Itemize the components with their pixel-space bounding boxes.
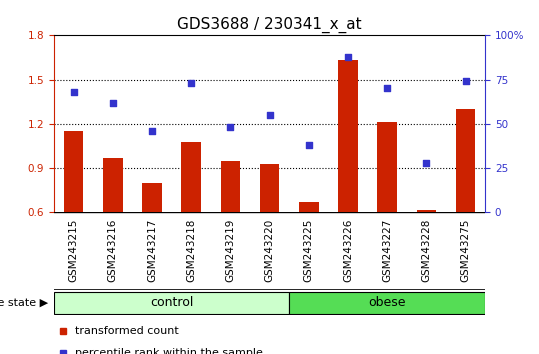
Point xyxy=(108,100,117,105)
Text: GSM243228: GSM243228 xyxy=(421,219,431,282)
Bar xyxy=(103,158,122,212)
Text: GSM243226: GSM243226 xyxy=(343,219,353,282)
Text: percentile rank within the sample: percentile rank within the sample xyxy=(75,348,264,354)
Point xyxy=(305,142,313,148)
Bar xyxy=(299,202,319,212)
Point xyxy=(265,112,274,118)
Text: GSM243218: GSM243218 xyxy=(186,219,196,282)
Text: control: control xyxy=(150,296,193,309)
Bar xyxy=(181,142,201,212)
Point xyxy=(69,89,78,95)
Text: GSM243217: GSM243217 xyxy=(147,219,157,282)
Text: transformed count: transformed count xyxy=(75,326,179,337)
Point xyxy=(383,86,391,91)
Text: GSM243215: GSM243215 xyxy=(68,219,79,282)
Bar xyxy=(417,210,436,212)
Point xyxy=(187,80,196,86)
Bar xyxy=(289,292,485,314)
Bar xyxy=(64,131,84,212)
Bar xyxy=(260,164,279,212)
Text: disease state ▶: disease state ▶ xyxy=(0,298,49,308)
Point xyxy=(148,128,156,134)
Point xyxy=(226,125,234,130)
Title: GDS3688 / 230341_x_at: GDS3688 / 230341_x_at xyxy=(177,16,362,33)
Bar xyxy=(455,109,475,212)
Text: GSM243225: GSM243225 xyxy=(303,219,314,282)
Text: GSM243220: GSM243220 xyxy=(265,219,274,282)
Bar xyxy=(54,292,289,314)
Bar xyxy=(220,161,240,212)
Text: GSM243275: GSM243275 xyxy=(460,219,471,282)
Text: GSM243216: GSM243216 xyxy=(108,219,118,282)
Text: obese: obese xyxy=(368,296,406,309)
Point xyxy=(422,160,431,166)
Bar xyxy=(142,183,162,212)
Text: GSM243219: GSM243219 xyxy=(225,219,236,282)
Point xyxy=(343,54,352,59)
Point xyxy=(461,79,470,84)
Bar xyxy=(338,61,358,212)
Bar xyxy=(377,122,397,212)
Text: GSM243227: GSM243227 xyxy=(382,219,392,282)
